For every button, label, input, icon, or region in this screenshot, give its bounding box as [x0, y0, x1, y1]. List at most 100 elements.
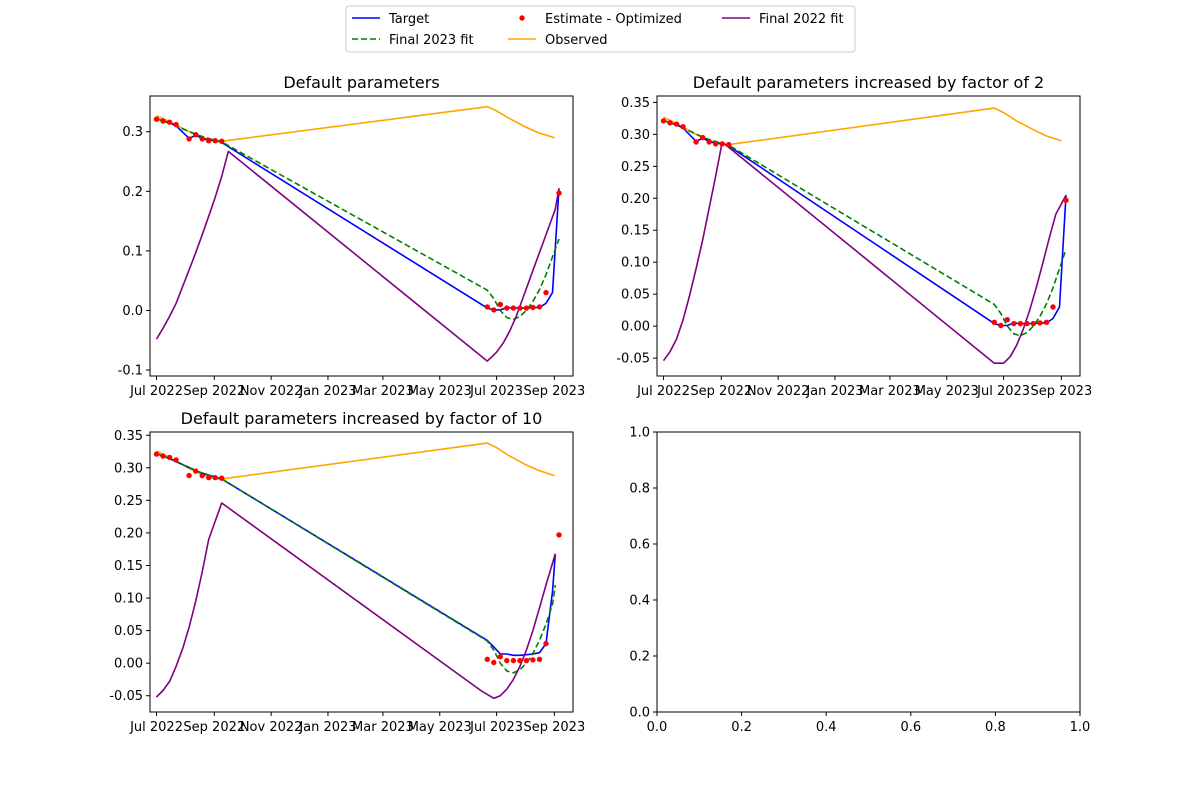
legend-marker: [519, 15, 525, 21]
estimate-point: [497, 301, 503, 308]
estimate-point: [1063, 197, 1069, 203]
plot-area: [153, 442, 562, 700]
estimate-point: [530, 304, 536, 311]
axes-frame: [149, 95, 574, 377]
estimate-point: [166, 454, 173, 461]
x-tick-label: Jul 2023: [976, 384, 1030, 399]
legend-label: Estimate - Optimized: [545, 12, 682, 27]
estimate-point: [199, 136, 205, 142]
estimate-point: [186, 472, 192, 479]
x-tick-label: 0.6: [900, 720, 921, 735]
x-tick-label: Nov 2022: [747, 384, 810, 399]
estimate-point: [153, 116, 160, 122]
estimate-point: [991, 319, 997, 325]
estimate-point: [543, 289, 549, 296]
estimate-point: [530, 657, 536, 663]
x-tick-label: Jan 2023: [805, 384, 863, 399]
y-tick-label: 0.10: [621, 256, 650, 271]
subplot-2: Default parameters increased by factor o…: [616, 73, 1092, 399]
x-tick-label: Sep 2022: [183, 720, 245, 735]
estimate-point: [680, 124, 686, 130]
estimate-point: [673, 121, 680, 127]
estimate-point: [1050, 304, 1056, 310]
y-tick-label: 0.20: [114, 526, 143, 541]
legend-entry: Estimate - Optimized: [519, 12, 682, 27]
x-tick-label: Jul 2022: [129, 384, 183, 399]
series-line-final-2023-fit: [156, 452, 557, 674]
estimate-point: [186, 136, 192, 142]
x-tick-label: Sep 2023: [1031, 384, 1093, 399]
estimate-point: [173, 121, 179, 128]
estimate-point: [153, 451, 160, 457]
estimate-point: [660, 118, 667, 124]
y-tick-label: -0.05: [109, 689, 143, 704]
axes-frame: [149, 431, 574, 713]
x-tick-label: Sep 2023: [524, 720, 586, 735]
y-tick-label: 0.05: [114, 624, 143, 639]
estimate-point: [517, 305, 523, 311]
y-tick-label: 0.35: [114, 429, 143, 444]
y-tick-label: 0.00: [114, 657, 143, 672]
series-line-final-2023-fit: [663, 119, 1067, 337]
estimate-point: [693, 139, 699, 145]
estimate-point: [219, 138, 225, 144]
y-tick-label: 0.3: [122, 125, 143, 140]
y-tick-label: 0.15: [114, 559, 143, 574]
y-tick-label: 0.35: [621, 96, 650, 111]
estimate-point: [726, 141, 732, 148]
estimate-point: [1011, 320, 1017, 327]
x-tick-label: Nov 2022: [240, 720, 303, 735]
plot-area: [153, 105, 562, 362]
estimate-point: [510, 305, 517, 311]
estimate-point: [556, 190, 562, 196]
y-tick-label: 1.0: [629, 426, 650, 441]
y-tick-label: 0.4: [629, 594, 650, 609]
x-tick-label: Sep 2022: [183, 384, 245, 399]
x-tick-label: Nov 2022: [240, 384, 303, 399]
estimate-point: [206, 474, 212, 481]
estimate-point: [556, 532, 562, 538]
y-tick-label: 0.2: [122, 185, 143, 200]
estimate-point: [1037, 320, 1043, 326]
estimate-point: [173, 457, 179, 463]
plot-area: [660, 107, 1069, 364]
y-tick-label: 0.15: [621, 224, 650, 239]
estimate-point: [700, 134, 706, 141]
axes-frame: [656, 431, 1081, 713]
y-tick-label: 0.1: [122, 244, 143, 259]
legend-label: Target: [388, 12, 429, 27]
plot-title: Default parameters increased by factor o…: [181, 409, 543, 428]
x-tick-label: Sep 2022: [690, 384, 752, 399]
estimate-point: [504, 305, 510, 311]
y-tick-label: 0.2: [629, 650, 650, 665]
estimate-point: [1043, 319, 1050, 325]
estimate-point: [491, 659, 497, 666]
estimate-point: [504, 657, 510, 664]
y-tick-label: 0.30: [114, 461, 143, 476]
x-tick-label: May 2023: [408, 384, 472, 399]
plot-title: Default parameters: [283, 73, 439, 92]
x-tick-label: Mar 2023: [352, 384, 414, 399]
y-tick-label: 0.05: [621, 288, 650, 303]
legend-label: Final 2022 fit: [759, 12, 844, 27]
estimate-point: [484, 656, 490, 662]
x-tick-label: Mar 2023: [859, 384, 921, 399]
y-tick-label: -0.1: [118, 364, 143, 379]
x-tick-label: Jul 2022: [636, 384, 690, 399]
y-tick-label: 0.8: [629, 482, 650, 497]
axes-frame: [656, 95, 1081, 377]
estimate-point: [667, 120, 673, 126]
y-tick-label: 0.0: [629, 706, 650, 721]
estimate-point: [523, 305, 530, 311]
x-tick-label: 1.0: [1070, 720, 1091, 735]
legend-label: Final 2023 fit: [389, 33, 474, 48]
estimate-point: [497, 654, 503, 660]
estimate-point: [536, 656, 543, 662]
estimate-point: [523, 657, 530, 664]
y-tick-label: -0.05: [616, 352, 650, 367]
estimate-point: [206, 138, 212, 144]
y-tick-label: 0.6: [629, 538, 650, 553]
y-tick-label: 0.00: [621, 320, 650, 335]
x-tick-label: Jul 2022: [129, 720, 183, 735]
